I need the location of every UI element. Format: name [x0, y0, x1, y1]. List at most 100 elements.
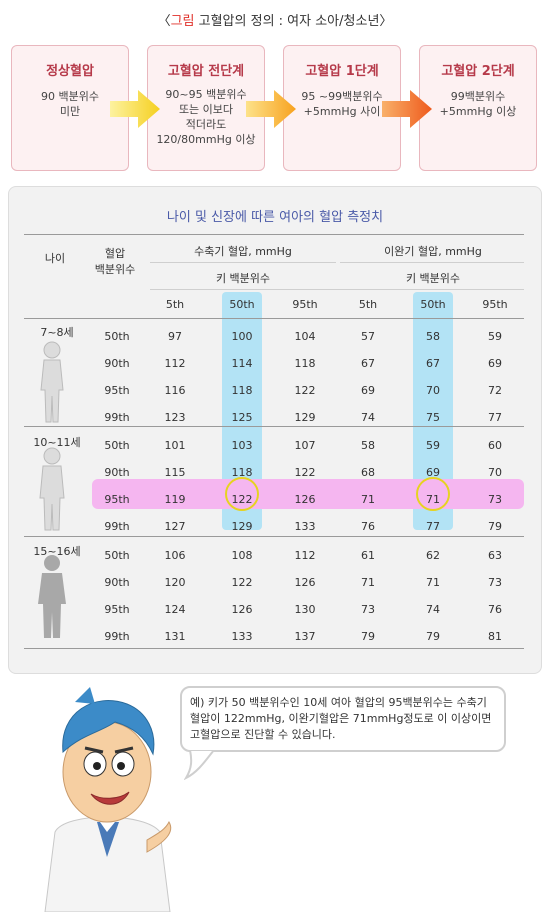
height-col-label: 95th: [482, 298, 508, 311]
height-col-label: 50th: [229, 298, 255, 311]
table-cell: 59: [426, 439, 440, 452]
table-cell: 106: [164, 549, 186, 562]
table-cell: 79: [488, 520, 502, 533]
highlight-row: [92, 479, 524, 509]
age-label: 15~16세: [33, 545, 81, 558]
table-cell: 74: [361, 411, 375, 424]
table-cell: 122: [294, 466, 316, 479]
table-cell: 58: [361, 439, 375, 452]
table-cell: 77: [488, 411, 502, 424]
table-cell: 63: [488, 549, 502, 562]
stage-desc: 90~95 백분위수 또는 이보다 적더라도 120/80mmHg 이상: [156, 88, 256, 146]
table-rule-top: [24, 234, 524, 235]
speech-bubble-tail: [184, 750, 216, 780]
table-cell: 73: [488, 576, 502, 589]
table-rule-sub: [340, 262, 524, 263]
table-cell: 131: [164, 630, 186, 643]
table-cell: 112: [294, 549, 316, 562]
table-cell: 70: [488, 466, 502, 479]
stage-heading: 고혈압 1단계: [305, 64, 379, 79]
stage-heading: 고혈압 2단계: [441, 64, 515, 79]
woman-silhouette-icon: [38, 555, 66, 638]
table-cell: 123: [164, 411, 186, 424]
table-cell: 103: [231, 439, 253, 452]
bp-percentile-cell: 95th: [104, 493, 130, 506]
table-cell: 124: [164, 603, 186, 616]
doctor-character-icon: [44, 687, 172, 912]
table-cell: 116: [164, 384, 186, 397]
header-age: 나이: [44, 252, 66, 265]
table-cell: 67: [361, 357, 375, 370]
table-cell: 129: [294, 411, 316, 424]
bp-percentile-cell: 90th: [104, 357, 130, 370]
table-cell: 104: [294, 330, 316, 343]
bp-percentile-cell: 90th: [104, 576, 130, 589]
table-cell: 73: [488, 493, 502, 506]
stage-heading: 정상혈압: [46, 64, 94, 79]
table-cell: 77: [426, 520, 440, 533]
table-cell: 71: [426, 493, 440, 506]
table-cell: 112: [164, 357, 186, 370]
header-height-percentile-diastolic: 키 백분위수: [405, 272, 461, 285]
stage-hypertension-1: 고혈압 1단계 95 ~99백분위수 +5mmHg 사이: [283, 45, 401, 171]
bp-percentile-cell: 50th: [104, 439, 130, 452]
arrow-right-icon: [110, 90, 160, 128]
bp-percentile-cell: 50th: [104, 330, 130, 343]
table-cell: 59: [488, 330, 502, 343]
stage-heading: 고혈압 전단계: [167, 64, 245, 79]
stage-hypertension-2: 고혈압 2단계 99백분위수 +5mmHg 이상: [419, 45, 537, 171]
girl-silhouette-icon: [40, 341, 64, 423]
height-col-label: 50th: [420, 298, 446, 311]
table-rule-header: [24, 318, 524, 319]
table-rule-group: [24, 426, 524, 427]
table-cell: 126: [231, 603, 253, 616]
table-cell: 71: [361, 576, 375, 589]
table-cell: 107: [294, 439, 316, 452]
highlight-ring-diastolic: [416, 477, 450, 511]
table-cell: 62: [426, 549, 440, 562]
table-cell: 69: [488, 357, 502, 370]
table-cell: 118: [294, 357, 316, 370]
header-bp-percentile: 혈압 백분위수: [94, 247, 136, 276]
arrow-right-icon: [382, 90, 432, 128]
table-cell: 108: [231, 549, 253, 562]
table-cell: 122: [231, 493, 253, 506]
header-diastolic: 이완기 혈압, mmHg: [384, 245, 482, 258]
table-cell: 68: [361, 466, 375, 479]
table-cell: 122: [294, 384, 316, 397]
stage-desc: 95 ~99백분위수 +5mmHg 사이: [301, 90, 383, 118]
table-cell: 118: [231, 466, 253, 479]
table-cell: 72: [488, 384, 502, 397]
table-cell: 129: [231, 520, 253, 533]
stage-prehypertension: 고혈압 전단계 90~95 백분위수 또는 이보다 적더라도 120/80mmH…: [147, 45, 265, 171]
table-cell: 69: [426, 466, 440, 479]
table-cell: 133: [294, 520, 316, 533]
header-height-percentile-systolic: 키 백분위수: [215, 272, 271, 285]
stage-desc: 99백분위수 +5mmHg 이상: [439, 90, 517, 118]
age-label: 7~8세: [40, 326, 74, 339]
highlight-ring-systolic: [225, 477, 259, 511]
table-cell: 120: [164, 576, 186, 589]
header-systolic: 수축기 혈압, mmHg: [194, 245, 292, 258]
table-cell: 115: [164, 466, 186, 479]
table-cell: 75: [426, 411, 440, 424]
girl-silhouette-icon: [39, 447, 65, 531]
height-col-label: 5th: [358, 298, 378, 311]
height-col-label: 95th: [292, 298, 318, 311]
stage-normal: 정상혈압 90 백분위수 미만: [11, 45, 129, 171]
table-cell: 73: [361, 603, 375, 616]
table-cell: 79: [361, 630, 375, 643]
figure-title: 〈그림 고혈압의 정의 : 여자 소아/청소년〉: [0, 10, 550, 29]
note-text: 예) 키가 50 백분위수인 10세 여아 혈압의 95백분위수는 수축기 혈압…: [190, 696, 492, 741]
table-cell: 71: [426, 576, 440, 589]
bp-percentile-cell: 95th: [104, 384, 130, 397]
table-cell: 74: [426, 603, 440, 616]
table-cell: 69: [361, 384, 375, 397]
table-cell: 126: [294, 576, 316, 589]
table-cell: 76: [488, 603, 502, 616]
table-cell: 127: [164, 520, 186, 533]
age-label: 10~11세: [33, 436, 81, 449]
bp-percentile-cell: 95th: [104, 603, 130, 616]
title-bracket-close: 〉: [379, 14, 393, 29]
table-cell: 71: [361, 493, 375, 506]
